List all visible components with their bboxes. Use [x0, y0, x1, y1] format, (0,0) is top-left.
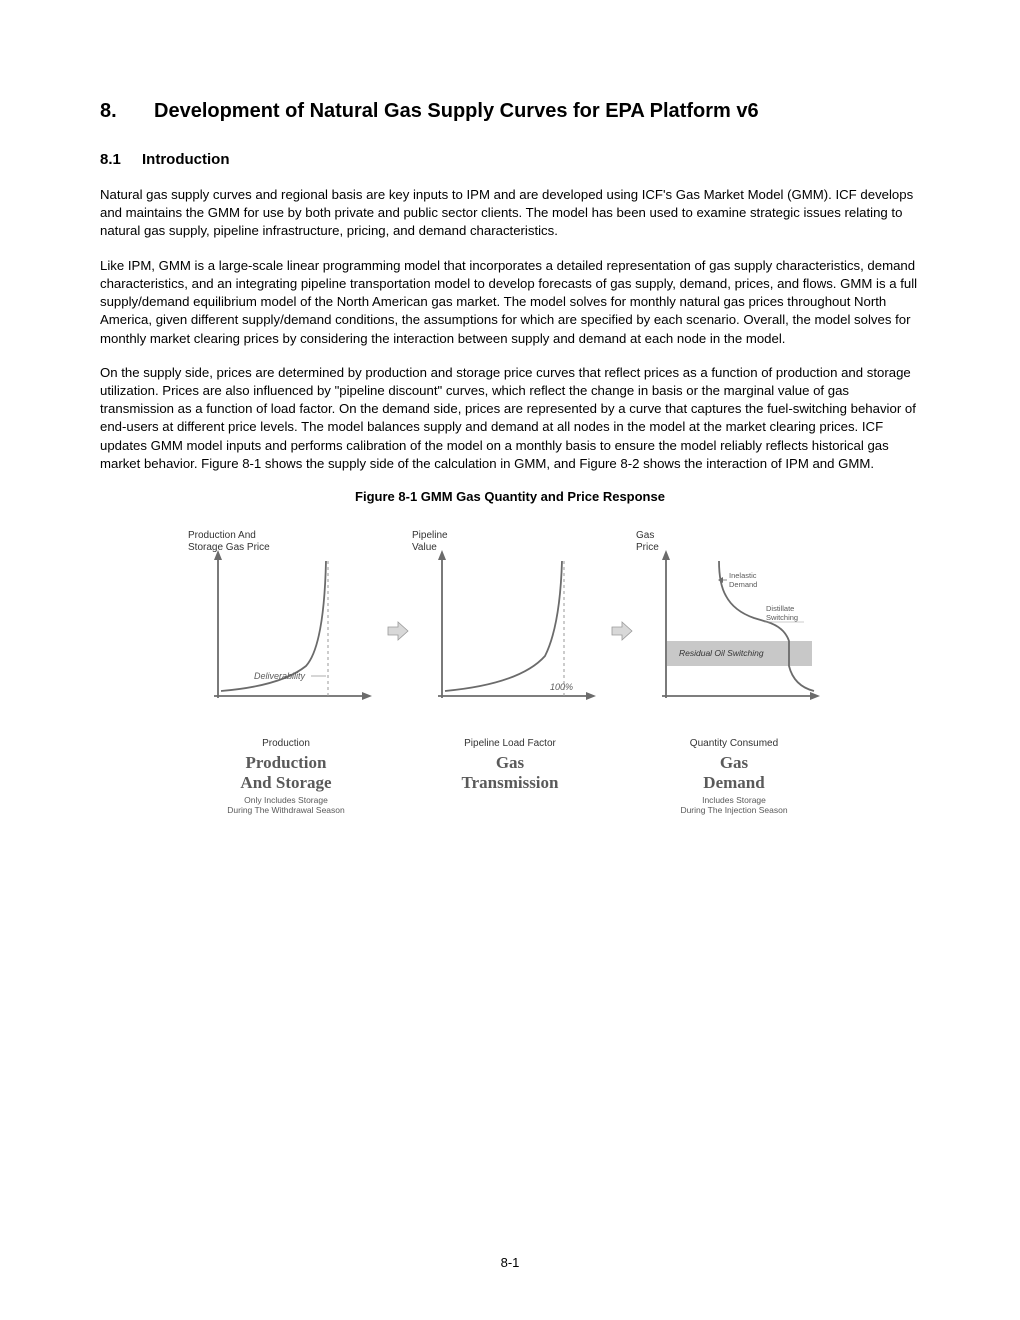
panel-gas-transmission: Pipeline Value 100% Pipeline Load Factor…: [410, 526, 610, 815]
x-axis-label: Quantity Consumed: [690, 738, 778, 749]
panel-title: Gas Transmission: [462, 753, 559, 792]
section-title: Development of Natural Gas Supply Curves…: [154, 100, 759, 123]
deliverability-label: Deliverability: [254, 671, 306, 681]
figure-caption: Figure 8-1 GMM Gas Quantity and Price Re…: [100, 489, 920, 504]
page-number: 8-1: [0, 1255, 1020, 1270]
panel-title: Production And Storage: [240, 753, 331, 792]
panel-production-storage: Production And Storage Gas Price Deliver…: [186, 526, 386, 815]
x-axis-label: Production: [262, 738, 310, 749]
hundred-percent-label: 100%: [550, 682, 573, 692]
chart-panel-2: Pipeline Value 100%: [410, 526, 610, 736]
flow-arrow-icon: [386, 526, 410, 736]
paragraph: On the supply side, prices are determine…: [100, 364, 920, 473]
panel-subtitle: [509, 795, 511, 815]
figure-container: Production And Storage Gas Price Deliver…: [100, 526, 920, 815]
y-axis-title: Production And Storage Gas Price: [188, 530, 270, 553]
y-axis-title: Gas Price: [636, 530, 659, 553]
subsection-title: Introduction: [142, 151, 229, 168]
section-heading: 8. Development of Natural Gas Supply Cur…: [100, 100, 920, 123]
flow-arrow-icon: [610, 526, 634, 736]
paragraph: Like IPM, GMM is a large-scale linear pr…: [100, 257, 920, 348]
y-axis-title: Pipeline Value: [412, 530, 450, 553]
residual-oil-label: Residual Oil Switching: [679, 648, 764, 658]
panel-subtitle: Includes Storage During The Injection Se…: [680, 795, 787, 815]
inelastic-demand-label: Inelastic Demand: [729, 571, 759, 589]
panel-subtitle: Only Includes Storage During The Withdra…: [227, 795, 345, 815]
distillate-switching-label: Distillate Switching: [766, 604, 798, 622]
x-axis-label: Pipeline Load Factor: [464, 738, 556, 749]
subsection-heading: 8.1 Introduction: [100, 151, 920, 168]
subsection-number: 8.1: [100, 151, 142, 168]
figure-8-1: Production And Storage Gas Price Deliver…: [186, 526, 834, 815]
chart-panel-1: Production And Storage Gas Price Deliver…: [186, 526, 386, 736]
panel-title: Gas Demand: [703, 753, 764, 792]
panel-gas-demand: Gas Price Inelastic Demand Distillate Sw…: [634, 526, 834, 815]
paragraph: Natural gas supply curves and regional b…: [100, 186, 920, 241]
section-number: 8.: [100, 100, 154, 123]
chart-panel-3: Gas Price Inelastic Demand Distillate Sw…: [634, 526, 834, 736]
